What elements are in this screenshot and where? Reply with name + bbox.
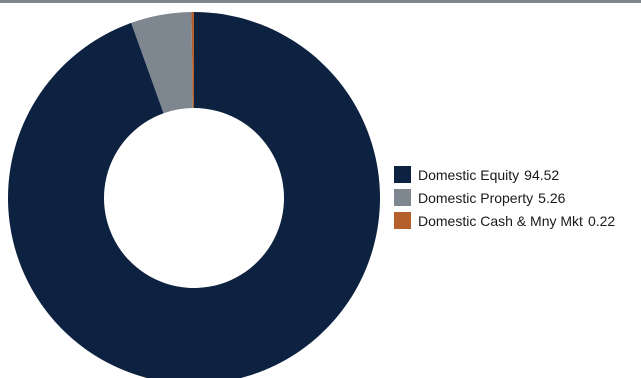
- legend-swatch-domestic-property: [394, 189, 411, 206]
- legend-swatch-domestic-cash: [394, 212, 411, 229]
- legend-label-domestic-cash: Domestic Cash & Mny Mkt 0.22: [418, 213, 615, 229]
- legend-label-domestic-equity: Domestic Equity 94.52: [418, 167, 559, 183]
- legend-item-domestic-property: Domestic Property 5.26: [394, 188, 615, 207]
- legend-item-domestic-cash: Domestic Cash & Mny Mkt 0.22: [394, 211, 615, 230]
- legend-item-domestic-equity: Domestic Equity 94.52: [394, 165, 615, 184]
- donut-slice-domestic-property: [131, 12, 193, 114]
- chart-legend: Domestic Equity 94.52 Domestic Property 5.…: [394, 165, 615, 230]
- top-divider: [0, 0, 641, 3]
- donut-slice-domestic-equity: [8, 12, 380, 378]
- legend-name: Domestic Cash & Mny Mkt: [418, 212, 583, 229]
- legend-label-domestic-property: Domestic Property 5.26: [418, 190, 565, 206]
- donut-slice-domestic-cash-mny-mkt: [191, 12, 194, 109]
- legend-name: Domestic Equity: [418, 166, 520, 183]
- legend-name: Domestic Property: [418, 189, 534, 206]
- legend-value: 94.52: [524, 166, 560, 183]
- legend-value: 5.26: [538, 189, 566, 206]
- legend-swatch-domestic-equity: [394, 166, 411, 183]
- legend-value: 0.22: [587, 212, 616, 229]
